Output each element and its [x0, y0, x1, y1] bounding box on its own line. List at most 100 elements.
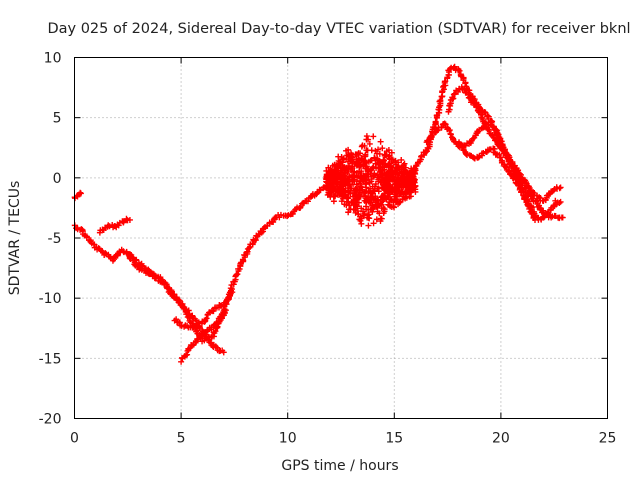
data-point [375, 178, 382, 185]
data-point [447, 131, 454, 138]
data-point [378, 215, 385, 222]
data-point [345, 146, 352, 153]
axis-ticks [74, 57, 608, 419]
data-point [377, 169, 384, 176]
data-point [432, 118, 439, 125]
data-point [348, 185, 355, 192]
data-point [407, 172, 414, 179]
data-point [77, 190, 84, 197]
data-point [446, 66, 453, 73]
tick-labels: 0 5 10 15 20 25 10 5 0 -5 -10 -15 -20 [39, 51, 617, 447]
data-point [370, 163, 377, 170]
y-tick-label: 10 [44, 51, 62, 67]
data-point [484, 112, 491, 119]
data-point [350, 181, 357, 188]
data-point [441, 120, 448, 127]
y-tick-label: -20 [39, 412, 62, 428]
plot-frame [74, 57, 608, 419]
data-point [339, 156, 346, 163]
data-point [377, 138, 384, 145]
data-point [370, 173, 377, 180]
data-point [340, 178, 347, 185]
data-point [463, 151, 470, 158]
data-point [412, 188, 419, 195]
data-point [355, 157, 362, 164]
data-point [363, 199, 370, 206]
data-point [357, 183, 364, 190]
data-point [395, 201, 402, 208]
data-point [325, 180, 332, 187]
data-point [379, 145, 386, 152]
data-point [358, 184, 365, 191]
data-point [475, 154, 482, 161]
data-point [195, 319, 202, 326]
data-point [374, 174, 381, 181]
data-point [355, 211, 362, 218]
data-point [323, 167, 330, 174]
data-points [71, 63, 566, 365]
data-point [559, 214, 566, 221]
data-point [344, 176, 351, 183]
data-point [398, 156, 405, 163]
data-point [511, 162, 518, 169]
data-point [346, 206, 353, 213]
data-point [342, 191, 349, 198]
data-point [333, 162, 340, 169]
data-point [359, 142, 366, 149]
data-point [367, 185, 373, 192]
data-point [372, 196, 379, 203]
data-point [525, 202, 532, 209]
data-point [349, 154, 356, 161]
data-point [394, 164, 401, 171]
data-point [332, 169, 339, 176]
data-point [367, 166, 374, 173]
data-point [351, 168, 358, 175]
data-point [341, 166, 348, 173]
data-point [557, 198, 564, 205]
data-point [378, 201, 385, 208]
data-point [381, 190, 388, 197]
data-point [401, 175, 408, 182]
data-point [442, 121, 449, 128]
data-point [328, 181, 335, 188]
x-tick-label: 0 [70, 431, 79, 447]
data-point [363, 206, 370, 213]
data-point [361, 153, 368, 160]
data-point [361, 160, 368, 167]
data-point [194, 322, 201, 329]
data-point [359, 208, 366, 215]
data-point [455, 88, 462, 95]
data-point [351, 187, 358, 194]
data-point [203, 315, 210, 322]
data-point [379, 161, 386, 168]
data-point [382, 152, 389, 159]
data-point [398, 190, 405, 197]
data-point [455, 66, 462, 73]
data-point [407, 193, 414, 200]
data-point [406, 189, 413, 196]
data-point [407, 186, 414, 193]
data-point [393, 184, 400, 191]
data-point [380, 205, 387, 212]
data-point [341, 172, 348, 179]
data-point [370, 133, 377, 140]
data-point [381, 206, 388, 213]
data-point [375, 146, 382, 153]
data-point [400, 161, 407, 168]
data-point [516, 172, 523, 179]
data-point [138, 266, 145, 273]
data-point [356, 164, 363, 171]
data-point [410, 167, 417, 174]
data-point [355, 191, 362, 198]
data-point [369, 205, 376, 212]
data-point [351, 193, 358, 200]
data-point [497, 154, 504, 161]
data-point [353, 172, 360, 179]
x-tick-label: 10 [279, 431, 297, 447]
data-point [386, 188, 393, 195]
data-point [556, 185, 563, 192]
data-point [364, 147, 371, 154]
data-point [362, 193, 369, 200]
data-point [374, 185, 381, 192]
